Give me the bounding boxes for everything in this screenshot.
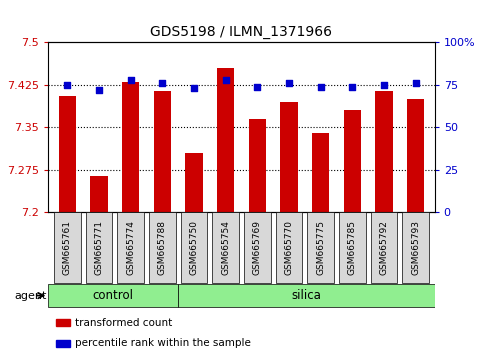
Text: GSM665775: GSM665775 — [316, 220, 325, 275]
FancyBboxPatch shape — [85, 212, 113, 283]
FancyBboxPatch shape — [275, 212, 302, 283]
FancyBboxPatch shape — [307, 212, 334, 283]
Bar — [407, 99, 425, 212]
Bar — [185, 153, 203, 212]
Bar — [280, 102, 298, 212]
Bar — [56, 319, 70, 326]
Point — [95, 87, 103, 93]
FancyBboxPatch shape — [54, 212, 81, 283]
Point — [127, 77, 134, 83]
Text: GSM665793: GSM665793 — [411, 220, 420, 275]
Point — [222, 77, 229, 83]
FancyBboxPatch shape — [149, 212, 176, 283]
Bar — [249, 119, 266, 212]
Bar — [56, 339, 70, 347]
Text: percentile rank within the sample: percentile rank within the sample — [75, 338, 251, 348]
FancyBboxPatch shape — [212, 212, 239, 283]
Point — [63, 82, 71, 88]
Point — [254, 84, 261, 90]
Point — [380, 82, 388, 88]
Text: control: control — [93, 289, 134, 302]
Text: transformed count: transformed count — [75, 318, 172, 328]
Text: silica: silica — [291, 289, 321, 302]
Text: GSM665771: GSM665771 — [95, 220, 103, 275]
Text: agent: agent — [14, 291, 47, 301]
Text: GSM665754: GSM665754 — [221, 220, 230, 275]
FancyBboxPatch shape — [178, 285, 435, 307]
Text: GSM665774: GSM665774 — [126, 220, 135, 275]
Text: GSM665792: GSM665792 — [380, 220, 388, 275]
Text: GSM665750: GSM665750 — [189, 220, 199, 275]
Text: GSM665785: GSM665785 — [348, 220, 357, 275]
Point — [349, 84, 356, 90]
Text: GSM665761: GSM665761 — [63, 220, 72, 275]
Bar — [90, 176, 108, 212]
Bar — [154, 91, 171, 212]
Point — [158, 80, 166, 86]
FancyBboxPatch shape — [370, 212, 398, 283]
FancyBboxPatch shape — [339, 212, 366, 283]
Bar — [343, 110, 361, 212]
Point — [190, 86, 198, 91]
Bar — [375, 91, 393, 212]
Point — [412, 80, 420, 86]
FancyBboxPatch shape — [181, 212, 208, 283]
Bar — [312, 133, 329, 212]
Point — [285, 80, 293, 86]
Point — [317, 84, 325, 90]
Text: GSM665788: GSM665788 — [158, 220, 167, 275]
Title: GDS5198 / ILMN_1371966: GDS5198 / ILMN_1371966 — [151, 25, 332, 39]
FancyBboxPatch shape — [48, 285, 178, 307]
FancyBboxPatch shape — [117, 212, 144, 283]
FancyBboxPatch shape — [402, 212, 429, 283]
Bar — [58, 96, 76, 212]
FancyBboxPatch shape — [244, 212, 271, 283]
Bar — [217, 68, 234, 212]
Bar — [122, 82, 140, 212]
Text: GSM665770: GSM665770 — [284, 220, 294, 275]
Text: GSM665769: GSM665769 — [253, 220, 262, 275]
